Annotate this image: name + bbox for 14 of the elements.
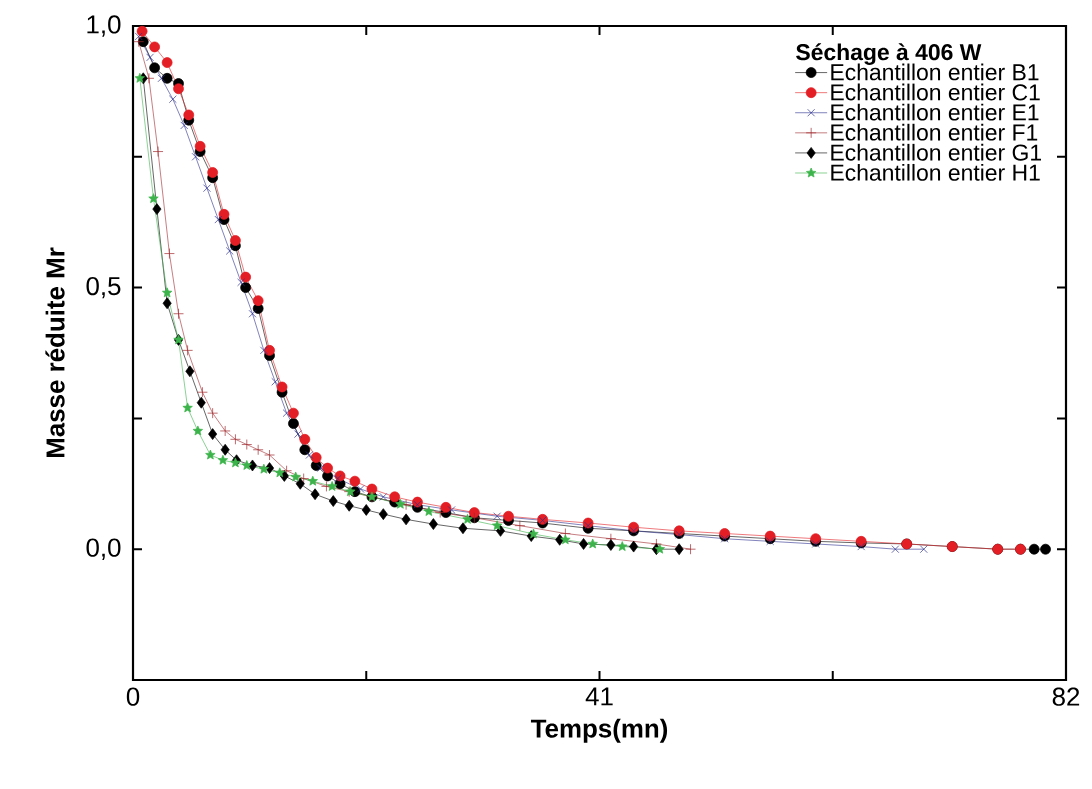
x-tick-label: 0 xyxy=(126,687,140,706)
y-axis-title: Masse réduite Mr xyxy=(45,247,65,458)
legend-label: Echantillon entier H1 xyxy=(831,163,1040,181)
y-tick-label: 1,0 xyxy=(87,15,121,37)
legend-label: Echantillon entier C1 xyxy=(831,83,1040,101)
x-tick-label: 82 xyxy=(1052,687,1080,706)
x-tick-label: 41 xyxy=(585,687,613,706)
legend-label: Echantillon entier E1 xyxy=(831,103,1039,121)
legend-label: Echantillon entier G1 xyxy=(831,143,1041,161)
y-tick-label: 0,0 xyxy=(86,538,121,560)
x-axis-title: Temps(mn) xyxy=(530,718,668,743)
legend-label: Echantillon entier B1 xyxy=(831,63,1039,81)
legend-label: Echantillon entier F1 xyxy=(831,123,1038,141)
y-tick-label: 0,5 xyxy=(86,276,121,299)
